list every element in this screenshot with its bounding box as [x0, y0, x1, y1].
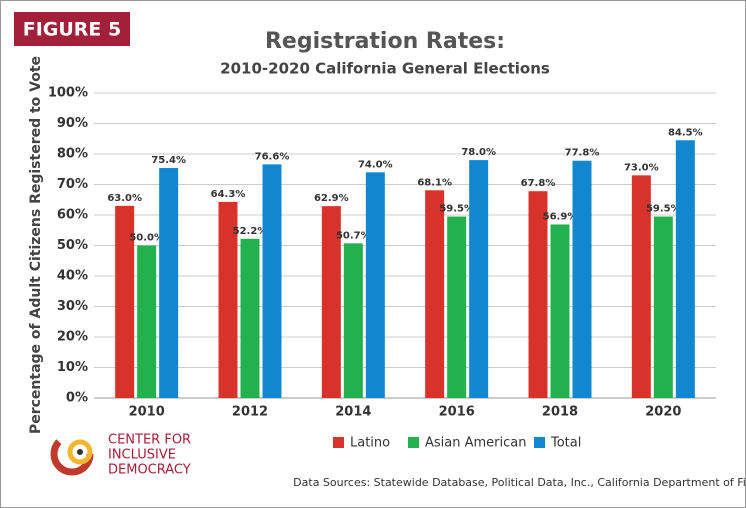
bar: [631, 175, 651, 398]
logo-icon: [50, 432, 94, 476]
value-label: 59.5%: [646, 204, 681, 215]
value-label: 64.3%: [211, 189, 246, 200]
legend-swatch: [408, 437, 419, 448]
y-tick-label: 10%: [57, 360, 88, 375]
bar: [653, 216, 673, 398]
value-label: 63.0%: [107, 193, 142, 204]
bar: [321, 206, 341, 398]
source-note: Data Sources: Statewide Database, Politi…: [293, 476, 746, 489]
bar: [262, 164, 282, 398]
logo-text: INCLUSIVE: [108, 448, 176, 463]
bar: [159, 168, 179, 398]
logo-text: DEMOCRACY: [108, 463, 191, 478]
y-tick-label: 60%: [57, 208, 88, 223]
y-tick-label: 0%: [66, 391, 88, 406]
bar: [447, 216, 467, 398]
value-label: 84.5%: [668, 127, 703, 138]
bar: [469, 160, 489, 398]
value-label: 52.2%: [233, 226, 268, 237]
bar: [572, 160, 592, 398]
value-label: 67.8%: [521, 178, 556, 189]
legend-swatch: [333, 437, 344, 448]
bar: [365, 172, 385, 398]
logo-text: CENTER FOR: [108, 433, 191, 448]
value-label: 76.6%: [255, 151, 290, 162]
chart-title: Registration Rates:: [265, 29, 505, 54]
bar: [343, 243, 363, 398]
bar: [137, 245, 157, 398]
bar: [240, 238, 260, 398]
y-tick-label: 100%: [48, 86, 88, 101]
y-axis-label: Percentage of Adult Citizens Registered …: [28, 56, 44, 434]
bar: [115, 205, 135, 398]
value-label: 68.1%: [417, 177, 452, 188]
legend-label: Latino: [350, 436, 390, 451]
legend-label: Total: [550, 436, 581, 451]
legend-swatch: [534, 437, 545, 448]
value-label: 62.9%: [314, 193, 349, 204]
value-label: 77.8%: [565, 148, 600, 159]
value-label: 56.9%: [543, 211, 578, 222]
value-label: 59.5%: [439, 204, 474, 215]
value-label: 75.4%: [151, 155, 186, 166]
x-tick-label: 2012: [232, 405, 268, 420]
x-tick-label: 2018: [542, 405, 578, 420]
y-tick-label: 40%: [57, 269, 88, 284]
bar: [528, 191, 548, 398]
value-label: 50.7%: [336, 230, 371, 241]
y-tick-label: 90%: [57, 116, 88, 131]
figure-badge: [14, 12, 130, 46]
bar: [550, 224, 570, 398]
chart-subtitle: 2010-2020 California General Elections: [220, 60, 550, 78]
y-tick-label: 50%: [57, 238, 88, 253]
x-tick-label: 2010: [129, 405, 165, 420]
legend-label: Asian American: [425, 436, 526, 451]
value-label: 74.0%: [358, 159, 393, 170]
x-tick-label: 2020: [645, 405, 681, 420]
y-tick-label: 70%: [57, 177, 88, 192]
y-tick-label: 20%: [57, 330, 88, 345]
bar: [425, 190, 445, 398]
value-label: 73.0%: [624, 162, 659, 173]
value-label: 50.0%: [129, 233, 164, 244]
value-label: 78.0%: [461, 147, 496, 158]
bar: [218, 201, 238, 398]
y-tick-label: 80%: [57, 147, 88, 162]
bar: [675, 140, 695, 398]
y-tick-label: 30%: [57, 299, 88, 314]
x-tick-label: 2014: [335, 405, 371, 420]
x-tick-label: 2016: [439, 405, 475, 420]
figure-label: FIGURE 5: [23, 19, 122, 41]
